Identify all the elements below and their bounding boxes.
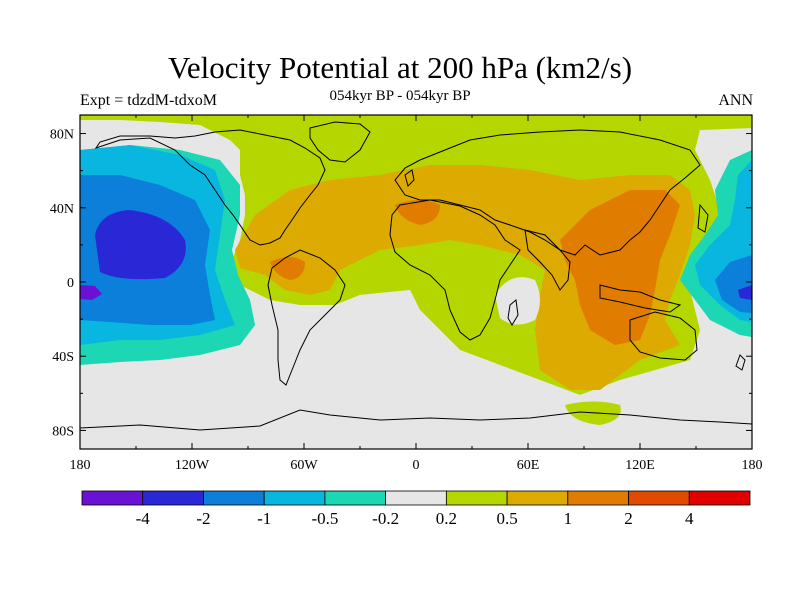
colorbar-label: 0.2 — [436, 509, 457, 528]
lon-tick-label: 0 — [413, 458, 420, 473]
contour-1-africa — [395, 200, 440, 225]
lon-tick-label: 180 — [70, 458, 91, 473]
colorbar-swatch — [142, 490, 204, 506]
experiment-label: Expt = tdzdM-tdxoM — [80, 92, 218, 109]
coast-australia — [629, 311, 698, 361]
lat-tick-label: 80N — [50, 128, 74, 143]
contour-neg-1-east — [715, 255, 752, 313]
chart-subtitle: 054kyr BP - 054kyr BP — [329, 88, 471, 104]
lon-tick-label: 60E — [517, 458, 540, 473]
contour-zero-south — [300, 290, 580, 420]
contour-neg-2-pacific — [95, 210, 186, 280]
contour-neg-4-pacific — [80, 285, 102, 300]
contour-zero-indian — [495, 277, 540, 325]
colorbar-swatch — [385, 490, 447, 506]
lon-tick-label: 120E — [625, 458, 655, 473]
lat-tick-label: 0 — [67, 276, 74, 291]
coast-uk — [404, 169, 415, 187]
map-panel — [80, 115, 752, 449]
lat-tick-label: 40N — [50, 202, 74, 217]
contour-neg-2-east — [738, 285, 752, 300]
lon-tick-label: 180 — [742, 458, 763, 473]
coastlines — [80, 121, 752, 431]
coast-greenland — [309, 121, 371, 163]
season-label: ANN — [718, 92, 753, 109]
lat-tick-label: 80S — [52, 424, 74, 439]
colorbar-swatch — [567, 490, 629, 506]
chart-title: Velocity Potential at 200 hPa (km2/s) — [167, 50, 633, 85]
colorbar-swatch — [506, 490, 569, 506]
coast-eurasia — [394, 129, 701, 256]
colorbar-label: 1 — [564, 509, 573, 528]
colorbar-swatch — [81, 490, 144, 506]
coast-antarctica — [80, 409, 752, 431]
lon-tick-label: 120W — [175, 458, 210, 473]
colorbar-swatch — [203, 490, 265, 506]
colorbar-label: 4 — [685, 509, 694, 528]
colorbar-label: 2 — [624, 509, 633, 528]
longitude-axis: 180 120W 60W 0 60E 120E 180 — [70, 115, 763, 473]
coast-south-america — [267, 249, 346, 386]
coast-japan — [697, 203, 709, 233]
colorbar-label: -0.5 — [311, 509, 338, 528]
coast-africa — [389, 199, 521, 341]
coast-indonesia — [599, 284, 682, 313]
contour-1-asia — [560, 190, 680, 345]
colorbar-label: -4 — [136, 509, 151, 528]
colorbar-swatch — [688, 490, 751, 506]
coast-north-america — [94, 129, 326, 246]
latitude-axis: 80N 40N 0 40S 80S — [50, 128, 752, 439]
coast-india — [524, 229, 571, 291]
colorbar-swatch — [445, 490, 508, 506]
colorbar-label: -1 — [257, 509, 271, 528]
colorbar-swatch — [628, 490, 690, 506]
colorbar-label: -2 — [196, 509, 210, 528]
colorbar: -4 -2 -1 -0.5 -0.2 0.2 0.5 1 2 4 — [81, 490, 751, 528]
lon-tick-label: 60W — [290, 458, 318, 473]
lat-tick-label: 40S — [52, 350, 74, 365]
colorbar-swatch — [263, 490, 326, 506]
colorbar-label: 0.5 — [496, 509, 517, 528]
coast-new-zealand — [735, 354, 746, 371]
colorbar-swatch — [324, 490, 387, 506]
coast-madagascar — [507, 299, 519, 326]
colorbar-label: -0.2 — [372, 509, 399, 528]
